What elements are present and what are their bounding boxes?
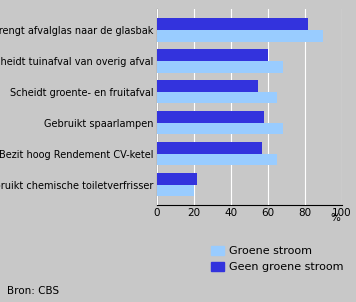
Bar	[157, 185, 194, 196]
Bar	[157, 123, 283, 134]
Bar	[157, 173, 197, 185]
Bar	[157, 111, 264, 123]
Bar	[157, 80, 258, 92]
Bar	[157, 92, 277, 104]
Text: %: %	[330, 213, 340, 223]
Legend: Groene stroom, Geen groene stroom: Groene stroom, Geen groene stroom	[211, 246, 343, 272]
Bar	[157, 154, 277, 165]
Bar	[157, 142, 262, 154]
Bar	[157, 61, 283, 72]
Bar	[157, 49, 268, 61]
Bar	[157, 18, 308, 30]
Bar	[157, 30, 323, 42]
Text: Bron: CBS: Bron: CBS	[7, 286, 59, 296]
